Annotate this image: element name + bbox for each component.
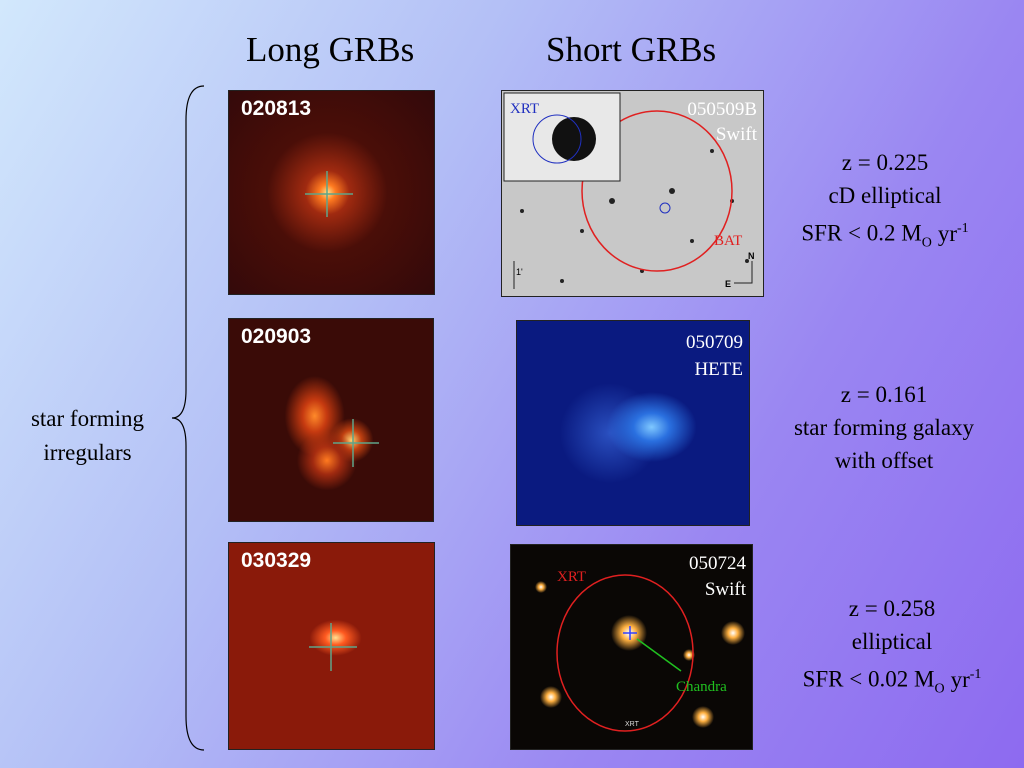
image-020903: 020903	[228, 318, 434, 522]
mission: HETE	[694, 359, 743, 380]
star-field	[503, 92, 753, 289]
image-050709: 050709 HETE	[516, 320, 750, 526]
image-050509b: XRT 050509B Swift BAT N E 1'	[501, 90, 764, 297]
grb-id: 050724	[689, 553, 746, 574]
grb-caption: 050724 Swift	[689, 551, 746, 603]
host-line: elliptical	[851, 629, 933, 654]
grb-id: 020813	[241, 97, 312, 120]
grb-id: 050509B	[687, 99, 757, 120]
host-2: z = 0.258 elliptical SFR < 0.02 MO yr-1	[772, 592, 1012, 705]
sfr-unit: yr	[937, 220, 957, 246]
north-label: N	[748, 251, 755, 261]
host-line: z = 0.161	[840, 382, 928, 407]
mission: Swift	[704, 579, 746, 600]
sfr-sub: O	[934, 681, 945, 697]
crosshair	[309, 623, 357, 671]
host-line: with offset	[834, 448, 934, 473]
east-label: E	[725, 279, 732, 289]
host-line: z = 0.225	[841, 150, 929, 175]
crosshair	[333, 419, 379, 467]
grb-id: 020903	[241, 325, 312, 348]
image-020813: 020813	[228, 90, 435, 295]
mission: Swift	[715, 124, 757, 145]
star-field	[535, 574, 745, 732]
sfr-sub: O	[921, 235, 932, 251]
sfr: SFR < 0.02 MO yr-1	[772, 658, 1012, 705]
header-short: Short GRBs	[546, 30, 717, 69]
chandra-label: Chandra	[676, 679, 727, 695]
crosshair	[305, 171, 353, 217]
side-label-line: star forming	[30, 406, 145, 431]
grb-caption: 050709 HETE	[686, 329, 743, 383]
sfr-sup: -1	[969, 667, 982, 682]
sfr-sup: -1	[956, 221, 969, 236]
side-label: star forming irregulars	[10, 402, 165, 470]
host-line: star forming galaxy	[793, 415, 975, 440]
bat-label: BAT	[714, 233, 743, 249]
sfr-prefix: SFR < 0.02 M	[802, 666, 935, 692]
grb-id: 030329	[241, 549, 312, 572]
xrt-small-label: XRT	[625, 721, 639, 728]
brace	[171, 85, 205, 751]
image-050724: XRT 050724 Swift Chandra XRT	[510, 544, 753, 750]
xrt-label: XRT	[510, 101, 540, 117]
sfr: SFR < 0.2 MO yr-1	[770, 212, 1000, 259]
host-line: z = 0.258	[848, 596, 936, 621]
grb-id: 050709	[686, 332, 743, 353]
grb-caption: 050509B Swift	[687, 97, 757, 147]
host-1: z = 0.161 star forming galaxy with offse…	[764, 378, 1004, 477]
image-030329: 030329	[228, 542, 435, 750]
host-line: cD elliptical	[828, 183, 942, 208]
xrt-label: XRT	[557, 569, 587, 585]
header-long: Long GRBs	[246, 30, 415, 69]
sfr-unit: yr	[950, 666, 970, 692]
side-label-line: irregulars	[43, 440, 132, 465]
scale-label: 1'	[516, 267, 523, 277]
sfr-prefix: SFR < 0.2 M	[801, 220, 922, 246]
host-0: z = 0.225 cD elliptical SFR < 0.2 MO yr-1	[770, 146, 1000, 259]
